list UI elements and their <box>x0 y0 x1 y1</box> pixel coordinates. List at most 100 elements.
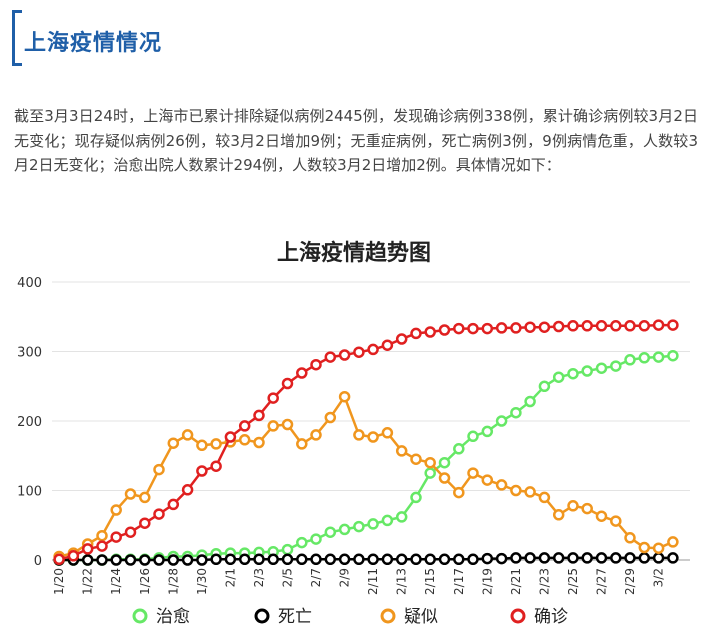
data-point <box>424 467 436 479</box>
data-point <box>267 553 279 566</box>
data-point <box>96 554 108 566</box>
data-point <box>481 425 494 438</box>
x-tick-label: 2/3 <box>252 568 266 587</box>
y-tick-label: 200 <box>17 415 42 430</box>
data-point <box>96 540 108 552</box>
data-point <box>438 472 451 484</box>
data-point <box>481 474 494 486</box>
data-point <box>238 434 251 446</box>
chart-title: 上海疫情趋势图 <box>277 240 431 266</box>
data-point <box>495 552 508 565</box>
data-point <box>310 358 322 371</box>
data-point <box>595 362 608 374</box>
data-point <box>453 486 465 499</box>
x-tick-label: 2/23 <box>537 568 551 595</box>
x-tick-label: 2/11 <box>366 568 380 595</box>
legend-marker <box>132 608 148 624</box>
data-point <box>552 552 565 564</box>
data-point <box>367 518 379 530</box>
data-point <box>538 380 551 393</box>
data-point <box>196 439 208 452</box>
data-point <box>338 523 351 536</box>
intro-paragraph: 截至3月3日24时，上海市已累计排除疑似病例2445例，发现确诊病例338例，累… <box>14 107 698 174</box>
data-point <box>324 553 337 566</box>
data-point <box>495 479 508 491</box>
data-point <box>410 327 422 340</box>
data-point <box>153 508 165 520</box>
data-point <box>552 509 565 521</box>
x-tick-label: 2/17 <box>452 568 466 595</box>
series-line <box>59 354 674 562</box>
y-tick-label: 0 <box>34 554 42 569</box>
data-point <box>453 443 465 455</box>
data-point <box>638 541 651 554</box>
data-point <box>381 553 394 566</box>
legend-label: 治愈 <box>156 607 190 627</box>
data-point <box>124 554 137 566</box>
data-point <box>110 531 122 543</box>
data-point <box>96 529 108 542</box>
data-point <box>467 322 479 335</box>
x-tick-label: 2/21 <box>509 568 523 595</box>
data-point <box>481 552 494 565</box>
data-point <box>338 390 351 403</box>
data-point <box>338 553 351 566</box>
data-point <box>567 500 579 512</box>
data-point <box>467 430 479 443</box>
x-tick-label: 1/24 <box>109 568 123 595</box>
data-point <box>353 520 365 533</box>
data-point <box>595 320 608 332</box>
data-point <box>210 460 222 472</box>
data-point <box>581 552 593 564</box>
data-point <box>338 349 351 361</box>
data-point <box>53 553 65 566</box>
data-point <box>624 354 636 366</box>
data-point <box>467 467 479 479</box>
data-point <box>410 553 422 566</box>
x-tick-label: 1/28 <box>166 568 180 595</box>
data-point <box>438 324 451 336</box>
data-point <box>610 515 622 527</box>
x-tick-label: 3/2 <box>652 568 666 587</box>
data-point <box>324 351 337 363</box>
data-point <box>267 420 279 432</box>
data-point <box>110 554 122 566</box>
data-point <box>424 326 436 338</box>
data-point <box>196 554 208 566</box>
data-point <box>324 411 337 424</box>
data-point <box>610 320 622 332</box>
data-point <box>581 365 593 377</box>
data-point <box>667 319 679 331</box>
data-point <box>395 445 408 457</box>
data-point <box>538 552 551 564</box>
x-tick-label: 1/20 <box>52 568 66 595</box>
x-tick-label: 2/15 <box>423 568 437 595</box>
x-tick-label: 2/9 <box>338 568 352 587</box>
x-tick-label: 1/26 <box>138 568 152 595</box>
x-tick-label: 2/1 <box>223 568 237 587</box>
data-point <box>652 319 665 331</box>
data-point <box>224 431 237 443</box>
data-point <box>110 504 122 516</box>
data-point <box>367 553 379 566</box>
data-point <box>538 321 551 333</box>
data-point <box>324 526 337 538</box>
data-point <box>139 491 151 504</box>
data-point <box>410 453 422 465</box>
data-point <box>453 322 465 335</box>
data-point <box>481 322 494 335</box>
data-point <box>567 552 579 564</box>
data-point <box>167 437 180 449</box>
data-point <box>167 554 180 566</box>
data-point <box>581 320 593 332</box>
x-tick-label: 2/5 <box>281 568 295 587</box>
data-point <box>610 360 622 372</box>
legend-label: 疑似 <box>404 607 438 627</box>
data-point <box>253 409 265 422</box>
data-point <box>281 418 294 431</box>
data-point <box>524 321 536 333</box>
data-point <box>567 320 579 332</box>
data-point <box>153 554 165 566</box>
data-point <box>410 491 422 504</box>
data-point <box>238 420 251 432</box>
